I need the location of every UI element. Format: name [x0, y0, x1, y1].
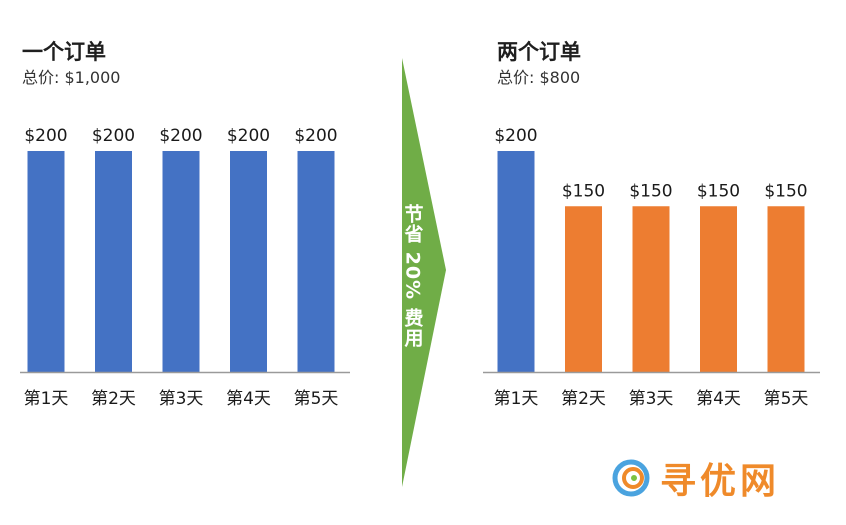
logo-text: 寻优网 [660, 460, 781, 502]
chart-1-title: 一个订单 [22, 40, 106, 64]
chart-1-value-label-1: $200 [24, 126, 67, 146]
chart-1-value-label-5: $200 [294, 126, 337, 146]
chart-1-value-label-4: $200 [227, 126, 270, 146]
chart-1-bar-1 [27, 151, 65, 372]
chart-1-value-label-3: $200 [159, 126, 202, 146]
logo: 寻优网 [612, 452, 780, 504]
chart-2-bar-1 [497, 151, 535, 372]
chart-1-x-tick-5: 第5天 [294, 389, 339, 409]
chart-2-value-label-3: $150 [629, 181, 672, 201]
chart-1-x-tick-3: 第3天 [159, 389, 204, 409]
chart-2-value-label-2: $150 [562, 181, 605, 201]
chart-1-bar-5 [297, 151, 335, 372]
chart-2-x-tick-2: 第2天 [561, 389, 606, 409]
chart-1-subtitle: 总价: $1,000 [22, 68, 121, 87]
savings-arrow [402, 58, 446, 487]
chart-1-value-label-2: $200 [92, 126, 135, 146]
chart-1-bar-4 [230, 151, 267, 372]
chart-1-bar-3 [162, 151, 200, 372]
chart-2-bar-5 [767, 206, 805, 372]
chart-1-x-tick-1: 第1天 [24, 389, 69, 409]
chart-1-x-tick-4: 第4天 [226, 389, 271, 409]
logo-icon [612, 459, 650, 497]
chart-2-bar-3 [632, 206, 670, 372]
chart-2-x-tick-1: 第1天 [494, 389, 539, 409]
chart-1-x-tick-2: 第2天 [91, 389, 136, 409]
chart-2-value-label-4: $150 [697, 181, 740, 201]
chart-2-subtitle: 总价: $800 [497, 68, 581, 87]
chart-2-x-tick-3: 第3天 [629, 389, 674, 409]
chart-2-value-label-5: $150 [764, 181, 807, 201]
chart-2-title: 两个订单 [497, 40, 581, 64]
chart-2-value-label-1: $200 [494, 126, 537, 146]
savings-arrow-label: 节省 20% 费用 [401, 204, 424, 348]
chart-2-bar-2 [565, 206, 602, 372]
chart-1-bar-2 [95, 151, 132, 372]
chart-2-x-tick-4: 第4天 [696, 389, 741, 409]
chart-2-bar-4 [700, 206, 737, 372]
chart-2-x-tick-5: 第5天 [764, 389, 809, 409]
